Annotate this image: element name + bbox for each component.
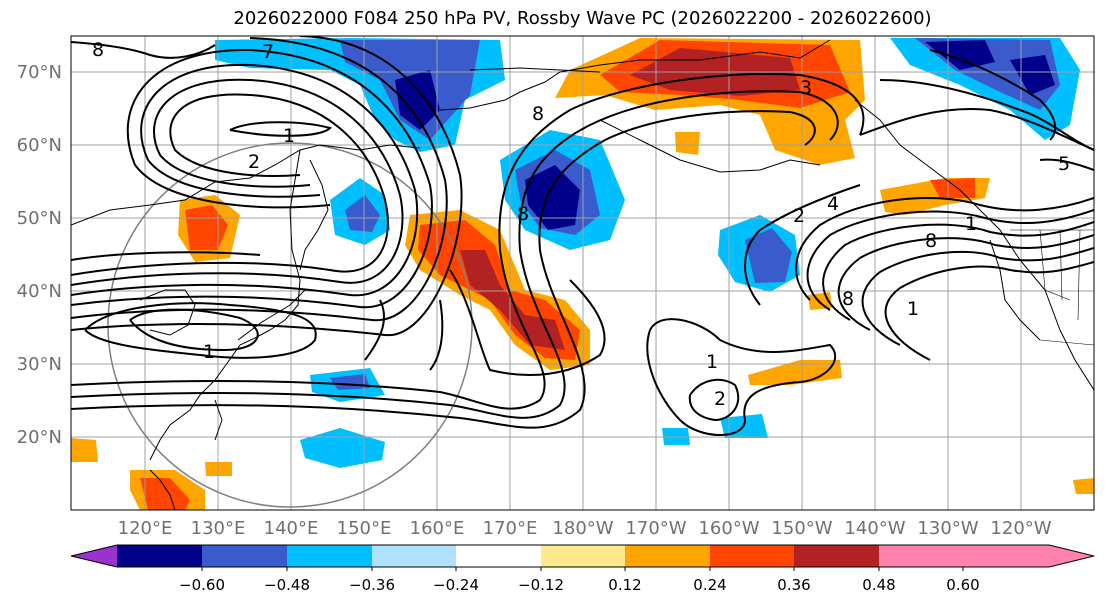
borders xyxy=(1010,229,1094,346)
lat-label: 20°N xyxy=(17,427,62,448)
colorbar-tick-label: 0.24 xyxy=(693,576,726,594)
contour-label: 8 xyxy=(532,103,544,125)
lon-label: 160°E xyxy=(410,518,465,539)
colorbar-tick-label: 0.12 xyxy=(608,576,641,594)
colorbar-segment xyxy=(372,545,456,567)
colorbar-segment xyxy=(456,545,541,567)
lat-label: 30°N xyxy=(17,354,62,375)
lon-label: 140°W xyxy=(844,518,905,539)
lon-label: 140°E xyxy=(264,518,319,539)
contour-label: 1 xyxy=(203,341,215,363)
colorbar-tick-label: 0.48 xyxy=(862,576,895,594)
range-circle xyxy=(107,142,473,508)
contour-label: 1 xyxy=(706,351,718,373)
lon-label: 150°W xyxy=(771,518,832,539)
contour-label: 4 xyxy=(827,193,839,215)
lon-label: 130°E xyxy=(191,518,246,539)
coastlines xyxy=(71,39,1094,510)
colorbar-tick-label: −0.48 xyxy=(264,576,310,594)
contour-label: 8 xyxy=(925,230,937,252)
contour-label: 5 xyxy=(1058,153,1070,175)
lon-label: 160°W xyxy=(698,518,759,539)
contour-label: 2 xyxy=(714,388,726,410)
contour-label: 8 xyxy=(842,288,854,310)
colorbar-segment xyxy=(794,545,879,567)
colorbar-segment xyxy=(710,545,794,567)
contour-label: 1 xyxy=(283,125,295,147)
colorbar-segment xyxy=(202,545,287,567)
pv-contours xyxy=(71,36,1094,436)
colorbar: −0.60 −0.48 −0.36 −0.24 −0.12 0.12 0.24 … xyxy=(70,544,1095,594)
lon-label: 170°E xyxy=(483,518,538,539)
contour-label: 8 xyxy=(92,39,104,61)
colorbar-segment xyxy=(625,545,710,567)
contour-label: 1 xyxy=(965,213,977,235)
lon-label: 130°W xyxy=(917,518,978,539)
colorbar-outline xyxy=(70,544,1095,568)
lon-label: 180°W xyxy=(552,518,613,539)
contour-label: 2 xyxy=(248,151,260,173)
colorbar-tick-label: −0.60 xyxy=(179,576,225,594)
contour-label: 2 xyxy=(793,205,805,227)
contour-label: 8 xyxy=(517,203,529,225)
latitude-labels: 70°N 60°N 50°N 40°N 30°N 20°N xyxy=(17,62,62,448)
colorbar-tick-label: 0.60 xyxy=(946,576,979,594)
colorbar-extend-min xyxy=(71,545,117,567)
lat-label: 40°N xyxy=(17,281,62,302)
colorbar-tick-label: 0.36 xyxy=(777,576,810,594)
lon-label: 150°E xyxy=(337,518,392,539)
lon-label: 120°W xyxy=(990,518,1051,539)
contour-labels: 8 7 1 2 1 8 8 3 2 4 1 8 5 1 2 1 8 xyxy=(92,39,1070,410)
lon-label: 170°W xyxy=(625,518,686,539)
lat-label: 60°N xyxy=(17,135,62,156)
colorbar-tick-label: −0.12 xyxy=(518,576,564,594)
lat-label: 50°N xyxy=(17,208,62,229)
map-frame xyxy=(70,35,1095,511)
contour-label: 1 xyxy=(907,298,919,320)
lat-label: 70°N xyxy=(17,62,62,83)
map-title: 2026022000 F084 250 hPa PV, Rossby Wave … xyxy=(233,8,932,29)
colorbar-tick-label: −0.36 xyxy=(349,576,395,594)
colorbar-segment xyxy=(117,545,202,567)
colorbar-tick-label: −0.24 xyxy=(433,576,479,594)
lon-label: 120°E xyxy=(118,518,173,539)
colorbar-extend-max xyxy=(879,545,1094,567)
longitude-labels: 120°E 130°E 140°E 150°E 160°E 170°E 180°… xyxy=(118,518,1052,539)
colorbar-segment xyxy=(287,545,372,567)
colorbar-segment xyxy=(541,545,625,567)
contour-label: 3 xyxy=(800,77,812,99)
contour-label: 7 xyxy=(262,41,274,63)
